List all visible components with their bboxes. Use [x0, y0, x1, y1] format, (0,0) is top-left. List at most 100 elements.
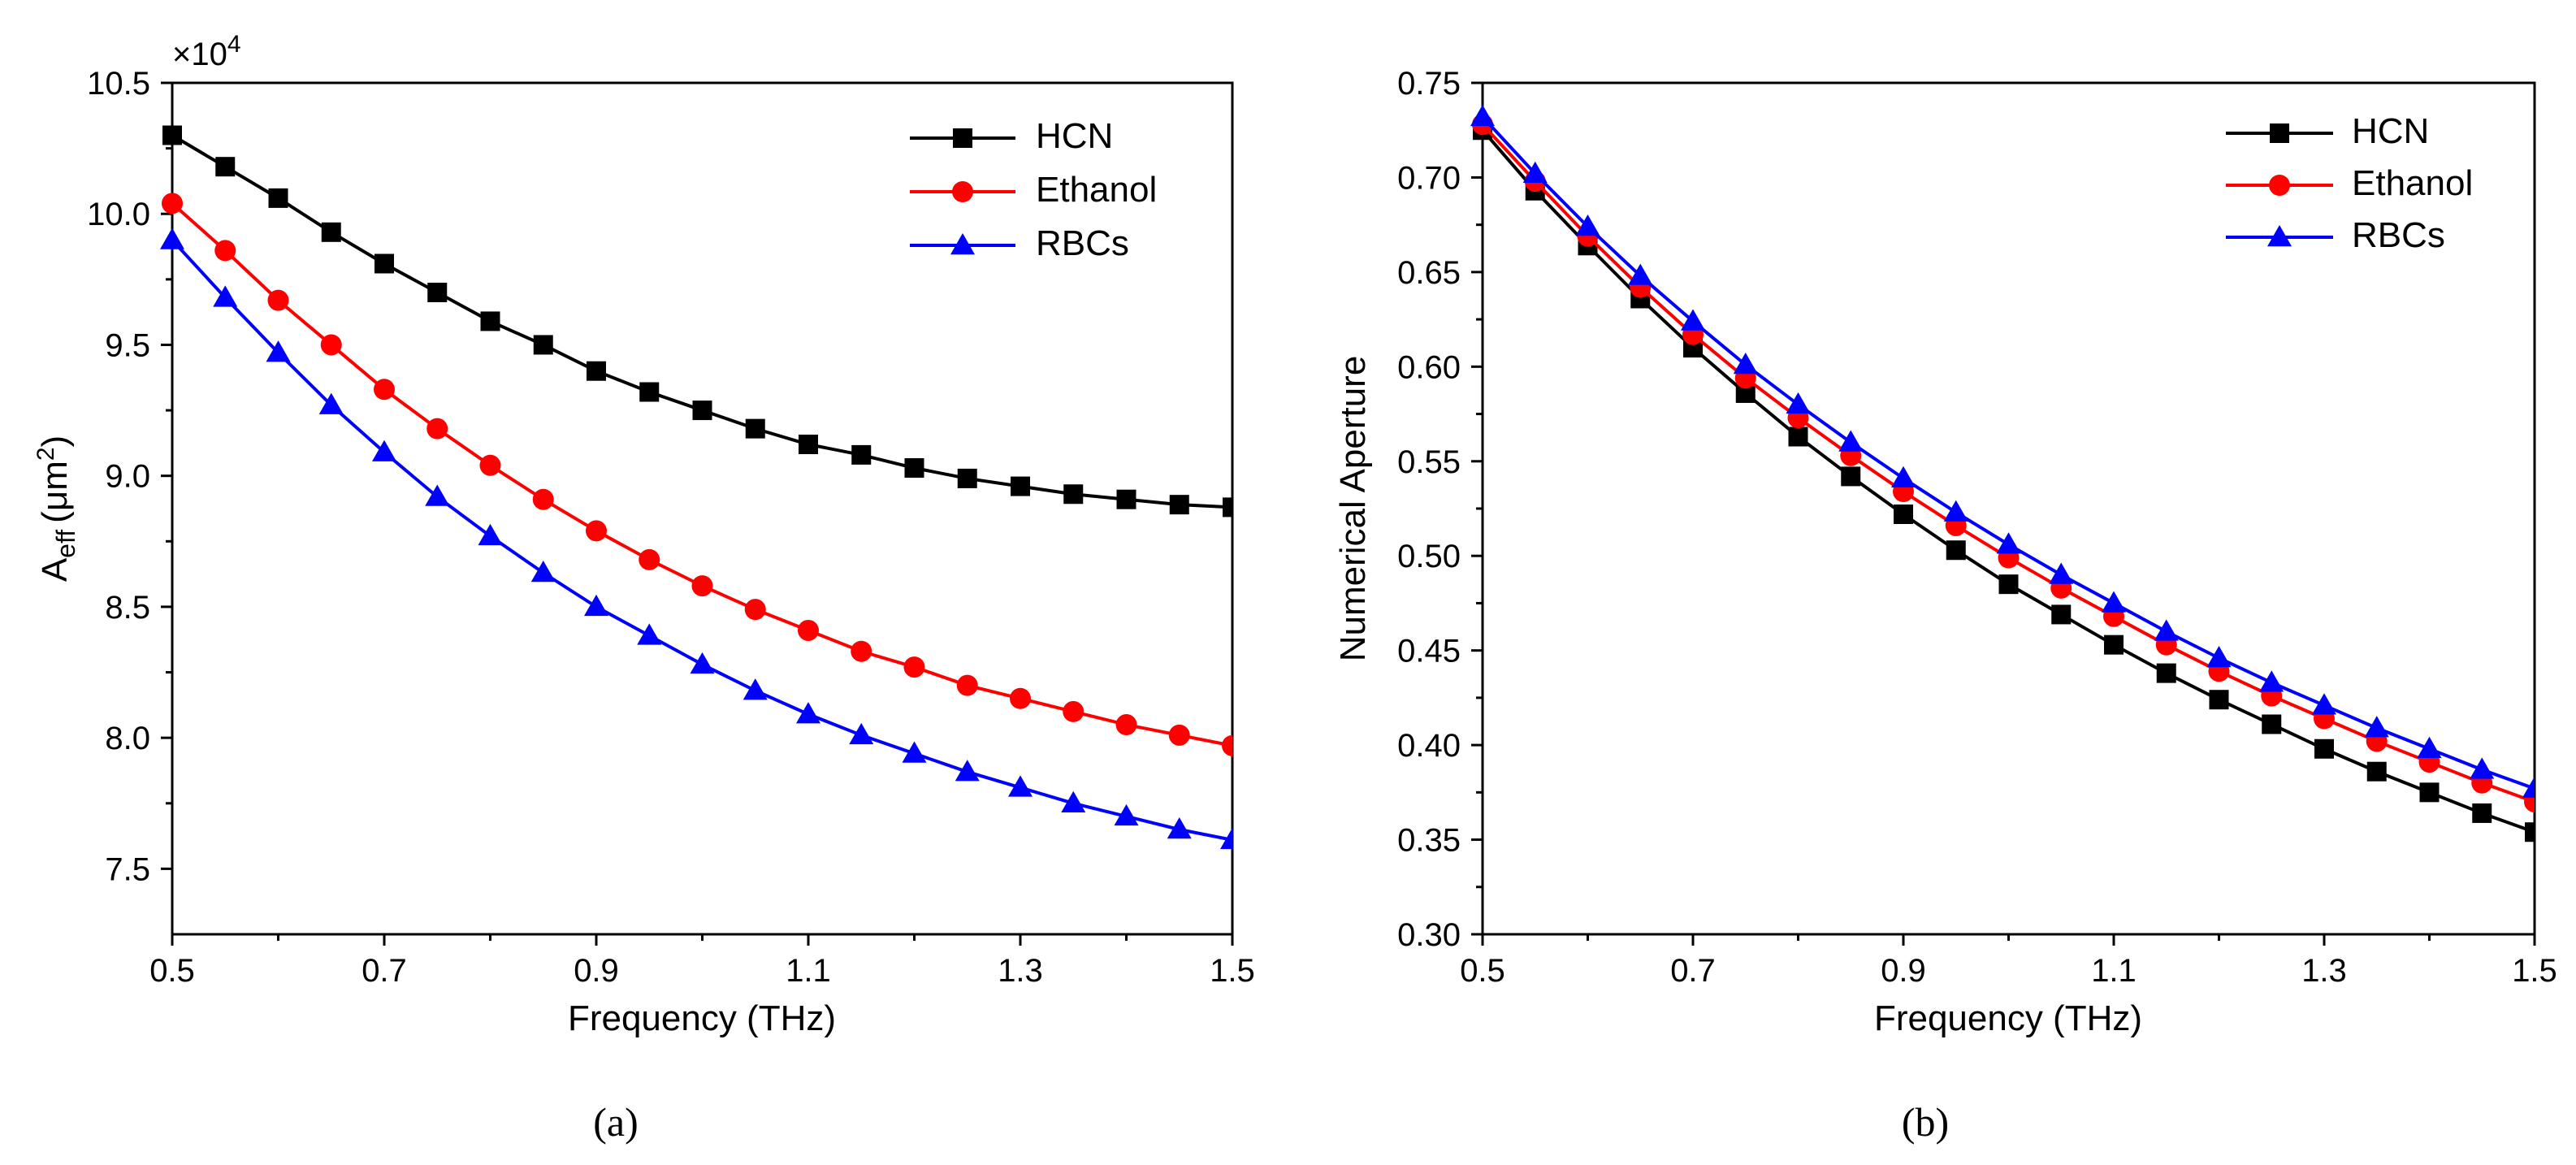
panel-caption: (a)	[593, 1099, 639, 1145]
data-point-hcn	[639, 382, 660, 402]
data-point-rbcs	[2206, 645, 2232, 668]
data-point-hcn	[1169, 495, 1189, 515]
data-point-rbcs	[1838, 430, 1864, 452]
y-tick-label: 8.5	[105, 590, 150, 626]
data-point-hcn	[162, 125, 182, 145]
data-point-ethanol	[267, 289, 289, 311]
legend-marker-ethanol	[952, 181, 973, 202]
panel-a-ticks	[161, 81, 1234, 946]
data-point-ethanol	[532, 488, 554, 510]
data-point-rbcs	[1891, 466, 1916, 487]
y-label-sub: eff	[51, 530, 80, 558]
legend-marker-rbcs	[2267, 225, 2292, 247]
panel-a-series	[160, 125, 1232, 850]
data-point-ethanol	[1010, 687, 1031, 709]
data-point-ethanol	[903, 656, 925, 678]
y-tick-label: 0.30	[1397, 917, 1461, 953]
data-point-hcn	[427, 282, 448, 302]
y-label-unit: (μm	[35, 461, 75, 523]
data-point-rbcs	[2470, 757, 2495, 779]
data-point-hcn	[533, 335, 553, 355]
data-point-rbcs	[478, 523, 503, 546]
data-point-rbcs	[690, 652, 715, 674]
x-tick-label: 0.5	[1460, 953, 1505, 989]
panel-a: 0.5 0.7 0.9 1.1 1.3 1.5 7.5 8.0 8.5 9.0 …	[32, 31, 1255, 1145]
data-point-hcn	[1894, 504, 1913, 524]
y-tick-label: 0.50	[1397, 539, 1461, 574]
data-point-ethanol	[798, 619, 819, 641]
data-point-hcn	[1841, 466, 1861, 487]
y-tick-label: 0.35	[1397, 823, 1461, 859]
x-tick-label: 0.7	[1670, 953, 1716, 989]
data-point-hcn	[745, 418, 765, 439]
data-point-hcn	[1788, 427, 1808, 447]
legend-label: HCN	[1036, 116, 1113, 156]
y-tick-label: 7.5	[105, 851, 150, 887]
data-point-hcn	[851, 444, 872, 465]
data-point-rbcs	[849, 722, 874, 745]
data-point-ethanol	[374, 379, 395, 401]
legend-marker-hcn	[953, 128, 972, 148]
y-tick-label: 0.55	[1397, 444, 1461, 480]
y-tick-label: 0.70	[1397, 160, 1461, 196]
panel-a-legend: HCN Ethanol RBCs	[910, 116, 1157, 263]
data-point-hcn	[2525, 822, 2535, 842]
data-point-rbcs	[1061, 790, 1086, 813]
data-point-hcn	[2366, 761, 2387, 782]
x-tick-label: 1.1	[786, 953, 831, 989]
panel-b-ticks	[1471, 81, 2536, 946]
data-point-ethanol	[956, 674, 978, 696]
data-point-hcn	[904, 458, 924, 479]
legend-marker-rbcs	[950, 233, 975, 255]
data-point-rbcs	[2259, 670, 2284, 692]
data-point-rbcs	[2154, 619, 2179, 641]
data-point-hcn	[2209, 690, 2229, 710]
data-point-rbcs	[2049, 562, 2074, 584]
data-point-hcn	[2314, 738, 2334, 759]
y-label-main: A	[35, 557, 75, 582]
y-tick-label: 9.5	[105, 327, 150, 363]
data-point-rbcs	[372, 440, 396, 461]
x-tick-label: 0.7	[362, 953, 407, 989]
data-point-rbcs	[1628, 263, 1653, 285]
data-point-hcn	[2262, 714, 2282, 734]
data-point-ethanol	[479, 454, 501, 476]
data-point-hcn	[321, 222, 341, 242]
x-axis-label: Frequency (THz)	[1874, 998, 2142, 1038]
data-point-ethanol	[851, 640, 872, 662]
legend-marker-ethanol	[2269, 175, 2290, 196]
y-label-sup: 2	[32, 447, 59, 461]
data-point-hcn	[2051, 604, 2072, 625]
x-tick-label: 1.5	[1210, 953, 1255, 989]
panel-b-x-tick-labels: 0.5 0.7 0.9 1.1 1.3 1.5	[1460, 953, 2557, 989]
y-multiplier-exp: 4	[227, 31, 241, 58]
y-tick-label: 0.40	[1397, 728, 1461, 764]
data-point-hcn	[268, 188, 288, 208]
data-point-ethanol	[426, 418, 448, 440]
data-point-rbcs	[584, 594, 608, 617]
panel-b-frame	[1481, 81, 2536, 936]
data-point-rbcs	[1681, 309, 1705, 331]
data-point-rbcs	[1786, 392, 1811, 414]
x-tick-label: 1.3	[998, 953, 1043, 989]
data-point-ethanol	[162, 193, 183, 214]
data-point-ethanol	[320, 334, 342, 356]
x-tick-label: 0.9	[574, 953, 619, 989]
legend-label: Ethanol	[1036, 170, 1157, 210]
data-point-hcn	[1116, 489, 1136, 509]
data-point-rbcs	[213, 285, 238, 307]
data-point-rbcs	[1575, 214, 1600, 236]
panel-a-x-tick-labels: 0.5 0.7 0.9 1.1 1.3 1.5	[149, 953, 1255, 989]
panel-caption: (b)	[1902, 1099, 1949, 1145]
data-point-hcn	[799, 434, 818, 454]
data-point-hcn	[2419, 782, 2440, 803]
data-point-ethanol	[639, 548, 660, 570]
data-point-rbcs	[2312, 693, 2336, 715]
data-point-hcn	[480, 311, 500, 331]
panel-a-y-tick-labels: 7.5 8.0 8.5 9.0 9.5 10.0 10.5	[87, 66, 150, 887]
data-point-rbcs	[1167, 817, 1192, 839]
data-point-hcn	[957, 468, 977, 488]
data-point-rbcs	[318, 392, 344, 414]
data-point-hcn	[2156, 663, 2176, 683]
